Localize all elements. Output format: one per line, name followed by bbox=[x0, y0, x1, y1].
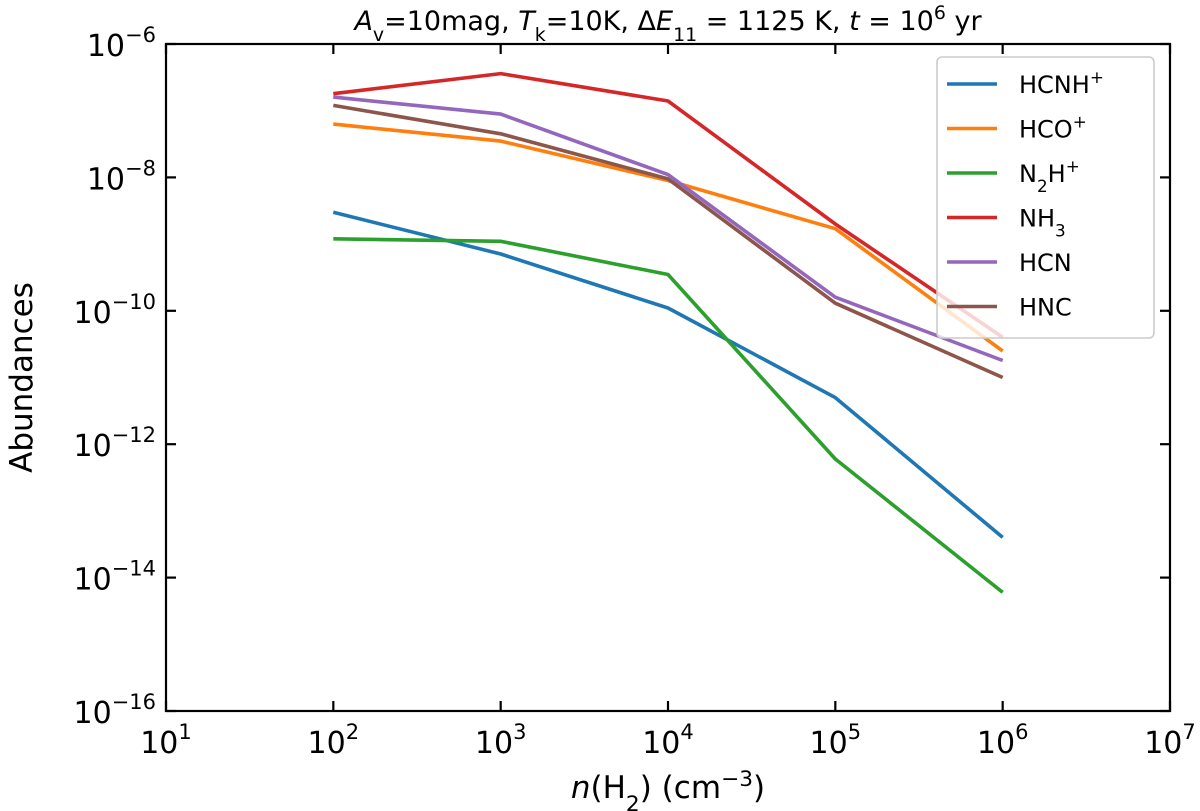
x-axis-label-part: n bbox=[571, 770, 591, 806]
chart-title-part: yr bbox=[946, 6, 983, 37]
legend-label-part: NH bbox=[1019, 205, 1055, 233]
chart-title-part: k bbox=[535, 24, 546, 46]
chart-title-part: = 1125 K, bbox=[697, 6, 849, 37]
chart-title-part: = 10 bbox=[860, 6, 934, 37]
legend-label: HCNH+ bbox=[1019, 67, 1104, 99]
y-tick-label-base: 10 bbox=[73, 429, 111, 464]
x-axis-label-part: ) (cm bbox=[640, 770, 721, 806]
y-tick-label: 10−14 bbox=[73, 557, 156, 598]
series-line-hcnh- bbox=[332, 210, 1004, 539]
y-tick-label: 10−12 bbox=[73, 423, 156, 464]
legend-label-part: HNC bbox=[1019, 294, 1072, 322]
x-axis-label-part: (H bbox=[591, 770, 626, 806]
y-tick-label-base: 10 bbox=[73, 296, 111, 331]
x-tick-label: 105 bbox=[810, 720, 862, 761]
x-tick-label-exponent: 4 bbox=[680, 720, 693, 744]
y-tick-label: 10−10 bbox=[73, 290, 156, 331]
x-tick-label: 107 bbox=[1144, 720, 1196, 761]
legend-label: N2H+ bbox=[1019, 156, 1080, 196]
x-axis-label-part: ) bbox=[753, 770, 765, 806]
y-tick-label: 10−8 bbox=[87, 156, 156, 197]
y-tick-label-base: 10 bbox=[87, 162, 125, 197]
series-line-hnc bbox=[332, 103, 1004, 380]
legend-label-part: + bbox=[1073, 112, 1087, 132]
y-tick-label-base: 10 bbox=[87, 29, 125, 64]
y-tick-label-exponent: −14 bbox=[112, 557, 156, 581]
chart-title-part: T bbox=[518, 6, 537, 37]
x-tick-label-base: 10 bbox=[810, 726, 848, 761]
legend-label: HCN bbox=[1019, 249, 1072, 277]
x-tick-label-exponent: 2 bbox=[346, 720, 359, 744]
x-tick-label-base: 10 bbox=[977, 726, 1015, 761]
chart-title-part: =10K, Δ bbox=[546, 6, 657, 37]
series-line-hcn bbox=[333, 95, 1004, 363]
x-axis-label: n(H2) (cm−3) bbox=[571, 767, 765, 811]
x-axis-label-part: −3 bbox=[721, 767, 753, 792]
y-tick-label-exponent: −12 bbox=[112, 423, 156, 447]
legend-label-part: + bbox=[1066, 156, 1080, 176]
x-tick-label: 103 bbox=[475, 720, 527, 761]
axis-ticks bbox=[164, 42, 1172, 713]
x-tick-label: 104 bbox=[642, 720, 694, 761]
x-tick-label: 106 bbox=[977, 720, 1029, 761]
y-tick-label: 10−16 bbox=[73, 690, 156, 731]
x-tick-label-base: 10 bbox=[140, 726, 178, 761]
legend-label-part: H bbox=[1048, 160, 1066, 188]
chart-title-part: =10mag, bbox=[384, 6, 518, 37]
legend-label-part: 3 bbox=[1055, 221, 1066, 241]
chart-title-part: E bbox=[656, 6, 673, 37]
legend-label-part: HCN bbox=[1019, 249, 1072, 277]
x-axis-label-part: 2 bbox=[626, 792, 640, 811]
y-tick-label-base: 10 bbox=[73, 563, 111, 598]
y-tick-label-base: 10 bbox=[73, 696, 111, 731]
legend-label-part: HCO bbox=[1019, 116, 1073, 144]
x-tick-label-exponent: 7 bbox=[1182, 720, 1195, 744]
legend-label-part: 2 bbox=[1037, 176, 1048, 196]
series-lines bbox=[332, 71, 1004, 594]
chart-title-part: v bbox=[373, 24, 384, 46]
legend-label-part: + bbox=[1090, 67, 1104, 87]
legend-label-part: HCNH bbox=[1019, 71, 1090, 99]
chart-title-part: 11 bbox=[673, 24, 697, 46]
x-tick-label-base: 10 bbox=[308, 726, 346, 761]
x-tick-label-exponent: 1 bbox=[178, 720, 191, 744]
legend-label: HCO+ bbox=[1019, 112, 1087, 144]
x-tick-label: 101 bbox=[140, 720, 192, 761]
chart-title-part: 6 bbox=[934, 2, 946, 24]
chart-title-part: A bbox=[352, 6, 372, 37]
legend-label: HNC bbox=[1019, 294, 1072, 322]
y-tick-label-exponent: −16 bbox=[112, 690, 156, 714]
x-tick-label-base: 10 bbox=[475, 726, 513, 761]
x-tick-label-base: 10 bbox=[642, 726, 680, 761]
y-tick-label: 10−6 bbox=[87, 23, 156, 64]
chart-title: Av=10mag, Tk=10K, ΔE11 = 1125 K, t = 106… bbox=[352, 2, 982, 46]
x-tick-label-exponent: 6 bbox=[1015, 720, 1028, 744]
x-tick-label: 102 bbox=[308, 720, 360, 761]
axis-labels: 101 102 103 104 105 106 10710−610−810−1010−121… bbox=[4, 2, 1196, 811]
legend-label: NH3 bbox=[1019, 205, 1066, 241]
series-line-n2h- bbox=[333, 237, 1004, 594]
series-line-nh3 bbox=[333, 71, 1004, 339]
x-tick-label-exponent: 5 bbox=[848, 720, 861, 744]
y-axis-label: Abundances bbox=[4, 282, 40, 473]
y-tick-label-exponent: −10 bbox=[112, 290, 156, 314]
legend-label-part: N bbox=[1019, 160, 1037, 188]
y-tick-label-exponent: −8 bbox=[125, 156, 156, 180]
x-tick-label-exponent: 3 bbox=[513, 720, 526, 744]
chart-title-part: t bbox=[849, 6, 861, 37]
x-tick-label-base: 10 bbox=[1144, 726, 1182, 761]
y-tick-label-exponent: −6 bbox=[125, 23, 156, 47]
